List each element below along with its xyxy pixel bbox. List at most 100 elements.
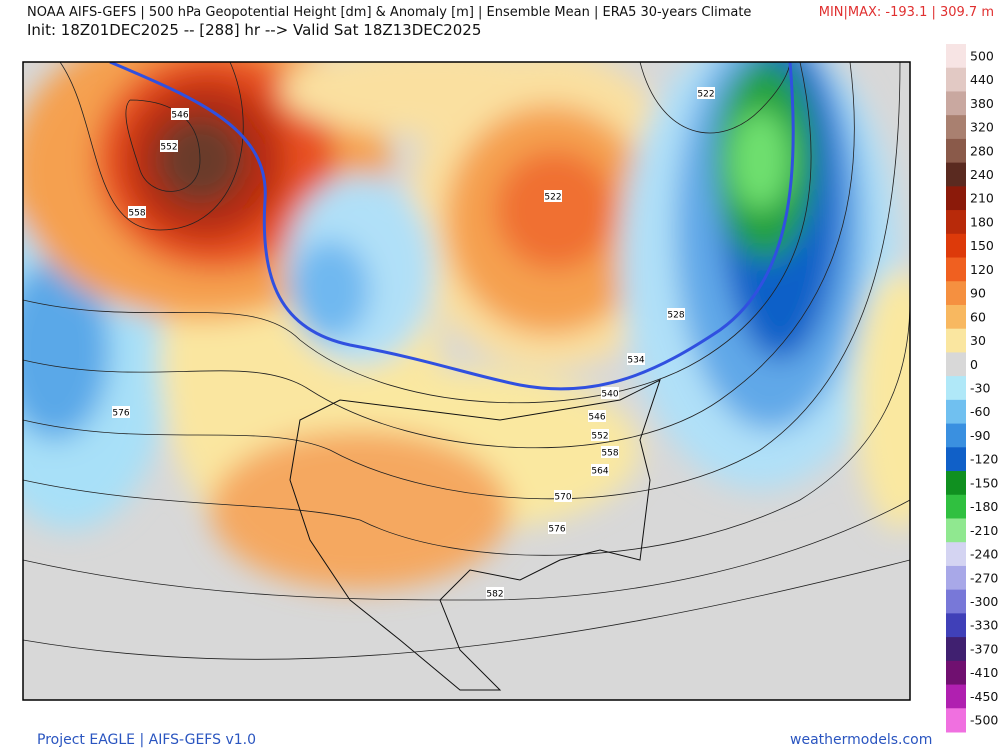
- colorbar-label: -240: [970, 547, 998, 562]
- colorbar-swatch: [946, 542, 966, 567]
- contour-label-box: [697, 87, 715, 99]
- map-frame: [22, 61, 911, 701]
- contour-label: 522: [544, 193, 561, 203]
- contour-label-box: [667, 308, 685, 320]
- title: NOAA AIFS-GEFS | 500 hPa Geopotential He…: [27, 5, 752, 20]
- contours: [23, 62, 910, 660]
- colorbar-label: 120: [970, 262, 994, 277]
- colorbar-swatch: [946, 637, 966, 662]
- colorbar-swatch: [946, 589, 966, 614]
- colorbar-swatch: [946, 708, 966, 733]
- contour-label-box: [160, 140, 178, 152]
- contour-label-box: [591, 429, 609, 441]
- contour-label: 546: [171, 111, 188, 121]
- colorbar-swatch: [946, 210, 966, 235]
- colorbar-swatch: [946, 518, 966, 543]
- colorbar-swatch: [946, 376, 966, 401]
- colorbar-swatch: [946, 186, 966, 211]
- colorbar-label: 210: [970, 191, 994, 206]
- contour-label: 552: [591, 432, 608, 442]
- colorbar-swatch: [946, 684, 966, 709]
- contour-label-box: [548, 522, 566, 534]
- colorbar-swatch: [946, 660, 966, 686]
- colorbar-label: -330: [970, 618, 998, 633]
- contour-label: 582: [486, 590, 503, 600]
- contour-label: 564: [591, 467, 608, 477]
- colorbar-swatch: [946, 162, 966, 187]
- footer-right: weathermodels.com: [790, 732, 933, 748]
- colorbar-swatch: [946, 138, 966, 164]
- anomaly-field: [23, 62, 910, 700]
- colorbar-label: -30: [970, 381, 990, 396]
- colorbar-swatch: [946, 613, 966, 638]
- colorbar-label: -210: [970, 523, 998, 538]
- colorbar-swatch: [946, 471, 966, 496]
- colorbar-label: -500: [970, 713, 998, 728]
- colorbar-swatch: [946, 304, 966, 330]
- contour-label-box: [486, 587, 504, 599]
- contour-label-box: [601, 446, 619, 458]
- colorbar-label: 30: [970, 333, 986, 348]
- footer-left: Project EAGLE | AIFS-GEFS v1.0: [37, 732, 256, 748]
- colorbar-label: 240: [970, 167, 994, 182]
- colorbar-swatch: [946, 565, 966, 591]
- colorbar-label: 440: [970, 72, 994, 87]
- colorbar-swatch: [946, 44, 966, 69]
- colorbar-label: -150: [970, 475, 998, 490]
- colorbar-label: 150: [970, 238, 994, 253]
- colorbar-label: -450: [970, 689, 998, 704]
- colorbar-swatch: [946, 447, 966, 472]
- min-max: MIN|MAX: -193.1 | 309.7 m: [818, 5, 994, 20]
- colorbar-label: -120: [970, 452, 998, 467]
- colorbar-swatch: [946, 494, 966, 519]
- contour-label: 546: [588, 413, 605, 423]
- init-time: Init: 18Z01DEC2025 -- [288] hr --> Valid…: [27, 21, 482, 39]
- contour-label: 534: [627, 356, 644, 366]
- colorbar-label: -300: [970, 594, 998, 609]
- contour-label-box: [601, 387, 619, 399]
- colorbar-label: -60: [970, 404, 990, 419]
- contour-label-box: [554, 490, 572, 502]
- colorbar-swatch: [946, 233, 966, 259]
- contour-label-box: [171, 108, 189, 120]
- contour-label-box: [588, 410, 606, 422]
- contour-label-box: [627, 353, 645, 365]
- colorbar-label: 280: [970, 143, 994, 158]
- colorbar-label: 380: [970, 96, 994, 111]
- colorbar-label: 90: [970, 286, 986, 301]
- colorbar-swatch: [946, 352, 966, 377]
- contour-label: 522: [697, 90, 714, 100]
- reference-contour: [109, 62, 795, 391]
- colorbar-swatch: [946, 399, 966, 425]
- contour-label: 528: [667, 311, 684, 321]
- colorbar-label: 0: [970, 357, 978, 372]
- colorbar-label: -90: [970, 428, 990, 443]
- colorbar-swatch: [946, 257, 966, 282]
- contour-label: 576: [112, 409, 129, 419]
- colorbar-swatch: [946, 115, 966, 140]
- contour-label: 552: [160, 143, 177, 153]
- contour-label-box: [128, 206, 146, 218]
- colorbar-label: 500: [970, 48, 994, 63]
- contour-label: 570: [554, 493, 571, 503]
- contour-label-box: [112, 406, 130, 418]
- colorbar-swatch: [946, 281, 966, 306]
- colorbar-label: 180: [970, 214, 994, 229]
- contour-label: 558: [128, 209, 145, 219]
- colorbar-swatch: [946, 328, 966, 353]
- contour-label: 576: [548, 525, 565, 535]
- colorbar-label: 60: [970, 309, 986, 324]
- colorbar-label: -180: [970, 499, 998, 514]
- colorbar-swatch: [946, 67, 966, 92]
- colorbar-swatch: [946, 423, 966, 448]
- contour-label: 540: [601, 390, 618, 400]
- colorbar-label: 320: [970, 120, 994, 135]
- colorbar-label: -370: [970, 641, 998, 656]
- coastline: [289, 379, 661, 691]
- contour-label: 558: [601, 449, 618, 459]
- contour-label-box: [544, 190, 562, 202]
- colorbar-swatch: [946, 91, 966, 116]
- colorbar-label: -410: [970, 665, 998, 680]
